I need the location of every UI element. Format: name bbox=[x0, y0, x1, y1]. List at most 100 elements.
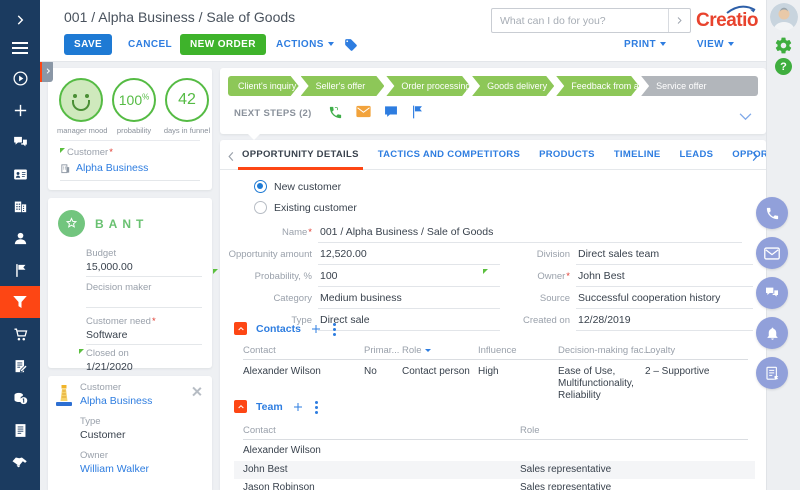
contact-name-link[interactable]: Alexander Wilson bbox=[243, 366, 321, 377]
card-owner-link[interactable]: William Walker bbox=[80, 463, 190, 475]
team-member-link[interactable]: Alexander Wilson bbox=[243, 445, 321, 456]
col-decision-making[interactable]: Decision-making fac... bbox=[558, 345, 651, 356]
main-menu-button[interactable] bbox=[0, 34, 40, 62]
probability-field[interactable]: Probability, % 100 bbox=[220, 268, 500, 287]
team-member-link[interactable]: Jason Robinson bbox=[243, 482, 315, 490]
owner-field[interactable]: Owner John Best bbox=[490, 268, 753, 287]
tabs-scroll-left-button[interactable] bbox=[227, 149, 235, 167]
tabs-scroll-right-button[interactable] bbox=[751, 149, 759, 167]
nav-item-add[interactable] bbox=[0, 94, 40, 126]
tab-tactics-and-competitors[interactable]: TACTICS AND COMPETITORS bbox=[378, 140, 520, 170]
stage-sellers-offer[interactable]: Seller's offer bbox=[301, 76, 385, 96]
add-task-button[interactable] bbox=[411, 105, 424, 125]
expand-sidebar-button[interactable] bbox=[0, 6, 40, 34]
expand-next-steps-button[interactable] bbox=[739, 108, 752, 126]
nav-item-orders[interactable] bbox=[0, 318, 40, 350]
col-influence[interactable]: Influence bbox=[478, 345, 517, 356]
nav-item-contacts[interactable] bbox=[0, 158, 40, 190]
decision-maker-value bbox=[86, 293, 202, 308]
col-contact[interactable]: Contact bbox=[243, 345, 276, 356]
help-button[interactable] bbox=[775, 58, 792, 75]
category-field[interactable]: Category Medium business bbox=[220, 290, 500, 309]
next-steps-label[interactable]: NEXT STEPS (2) bbox=[234, 108, 312, 119]
add-team-member-button[interactable] bbox=[292, 401, 304, 413]
team-menu-button[interactable] bbox=[315, 400, 318, 413]
col-role[interactable]: Role bbox=[402, 345, 431, 356]
nav-item-partners[interactable] bbox=[0, 446, 40, 478]
bant-badge-icon bbox=[58, 210, 85, 237]
view-dropdown[interactable]: VIEW bbox=[693, 34, 738, 55]
nav-item-contracts[interactable] bbox=[0, 350, 40, 382]
print-dropdown[interactable]: PRINT bbox=[620, 34, 670, 55]
close-icon[interactable] bbox=[191, 386, 202, 397]
radio-existing-customer[interactable]: Existing customer bbox=[254, 201, 357, 214]
creatio-logo[interactable]: Creatio bbox=[696, 10, 758, 32]
category-value: Medium business bbox=[318, 290, 500, 309]
notifications-action-button[interactable] bbox=[756, 317, 788, 349]
col-contact[interactable]: Contact bbox=[243, 425, 276, 436]
col-primary[interactable]: Primar... bbox=[364, 345, 399, 356]
actions-dropdown[interactable]: ACTIONS bbox=[272, 34, 338, 55]
contacts-section-title[interactable]: Contacts bbox=[256, 323, 301, 335]
add-email-button[interactable] bbox=[356, 105, 371, 125]
nav-item-feed[interactable] bbox=[0, 126, 40, 158]
search-input[interactable] bbox=[492, 15, 668, 27]
nav-item-employees[interactable] bbox=[0, 222, 40, 254]
new-order-button[interactable]: NEW ORDER bbox=[180, 34, 266, 55]
budget-field[interactable]: Budget 15,000.00 bbox=[86, 248, 202, 277]
created-on-field[interactable]: Created on 12/28/2019 bbox=[490, 312, 753, 331]
stage-goods-delivery[interactable]: Goods delivery bbox=[472, 76, 554, 96]
collapse-section-button[interactable] bbox=[234, 322, 247, 335]
gauge-manager-mood[interactable]: manager mood bbox=[57, 78, 105, 135]
nav-item-invoices[interactable] bbox=[0, 382, 40, 414]
call-action-button[interactable] bbox=[756, 197, 788, 229]
add-chat-button[interactable] bbox=[384, 105, 398, 125]
search-submit-button[interactable] bbox=[668, 9, 690, 32]
owner-link[interactable]: John Best bbox=[576, 268, 753, 287]
gauge-days-in-funnel[interactable]: 42 days in funnel bbox=[163, 78, 211, 135]
add-contact-button[interactable] bbox=[310, 323, 322, 335]
col-loyalty[interactable]: Loyalty bbox=[645, 345, 675, 356]
chat-action-button[interactable] bbox=[756, 277, 788, 309]
nav-item-accounts[interactable] bbox=[0, 190, 40, 222]
col-role[interactable]: Role bbox=[520, 425, 540, 436]
user-avatar[interactable] bbox=[770, 3, 798, 31]
gauge-probability[interactable]: 100% probability bbox=[110, 78, 158, 135]
stage-clients-inquiry[interactable]: Client's inquiry bbox=[228, 76, 299, 96]
tab-leads[interactable]: LEADS bbox=[680, 140, 714, 170]
tab-timeline[interactable]: TIMELINE bbox=[614, 140, 661, 170]
settings-button[interactable] bbox=[774, 36, 793, 60]
tasks-action-button[interactable] bbox=[756, 357, 788, 389]
radio-new-customer[interactable]: New customer bbox=[254, 180, 341, 193]
nav-item-leads[interactable] bbox=[0, 254, 40, 286]
tags-button[interactable] bbox=[344, 38, 358, 57]
add-call-button[interactable] bbox=[328, 105, 343, 125]
tab-products[interactable]: PRODUCTS bbox=[539, 140, 595, 170]
decision-maker-field[interactable]: Decision maker bbox=[86, 282, 202, 308]
stage-order-processing[interactable]: Order processing bbox=[386, 76, 470, 96]
nav-item-process-run[interactable] bbox=[0, 62, 40, 94]
source-field[interactable]: Source Successful cooperation history bbox=[490, 290, 753, 309]
save-button[interactable]: SAVE bbox=[64, 34, 112, 55]
division-field[interactable]: Division Direct sales team bbox=[490, 246, 753, 265]
chevron-right-icon bbox=[675, 16, 684, 25]
customer-need-field[interactable]: Customer need Software bbox=[86, 316, 202, 345]
collapse-panel-tab[interactable] bbox=[40, 60, 53, 82]
customer-link[interactable]: Alpha Business bbox=[76, 162, 148, 174]
nav-item-opportunities[interactable] bbox=[0, 286, 40, 318]
stage-service-offer[interactable]: Service offer bbox=[641, 76, 758, 96]
opportunity-amount-field[interactable]: Opportunity amount 12,520.00 bbox=[220, 246, 500, 265]
nav-item-documents[interactable] bbox=[0, 414, 40, 446]
global-search bbox=[491, 8, 691, 33]
name-field[interactable]: Name 001 / Alpha Business / Sale of Good… bbox=[220, 224, 742, 243]
closed-on-field[interactable]: Closed on 1/21/2020 bbox=[86, 348, 202, 376]
card-customer-link[interactable]: Alpha Business bbox=[80, 395, 190, 407]
email-action-button[interactable] bbox=[756, 237, 788, 269]
team-section-title[interactable]: Team bbox=[256, 401, 283, 413]
stage-feedback-from-client[interactable]: Feedback from a client bbox=[556, 76, 639, 96]
tab-opportunity-details[interactable]: OPPORTUNITY DETAILS bbox=[242, 140, 359, 170]
collapse-section-button[interactable] bbox=[234, 400, 247, 413]
team-member-link[interactable]: John Best bbox=[243, 464, 287, 475]
cancel-button[interactable]: CANCEL bbox=[124, 34, 176, 55]
contacts-menu-button[interactable] bbox=[333, 322, 336, 335]
